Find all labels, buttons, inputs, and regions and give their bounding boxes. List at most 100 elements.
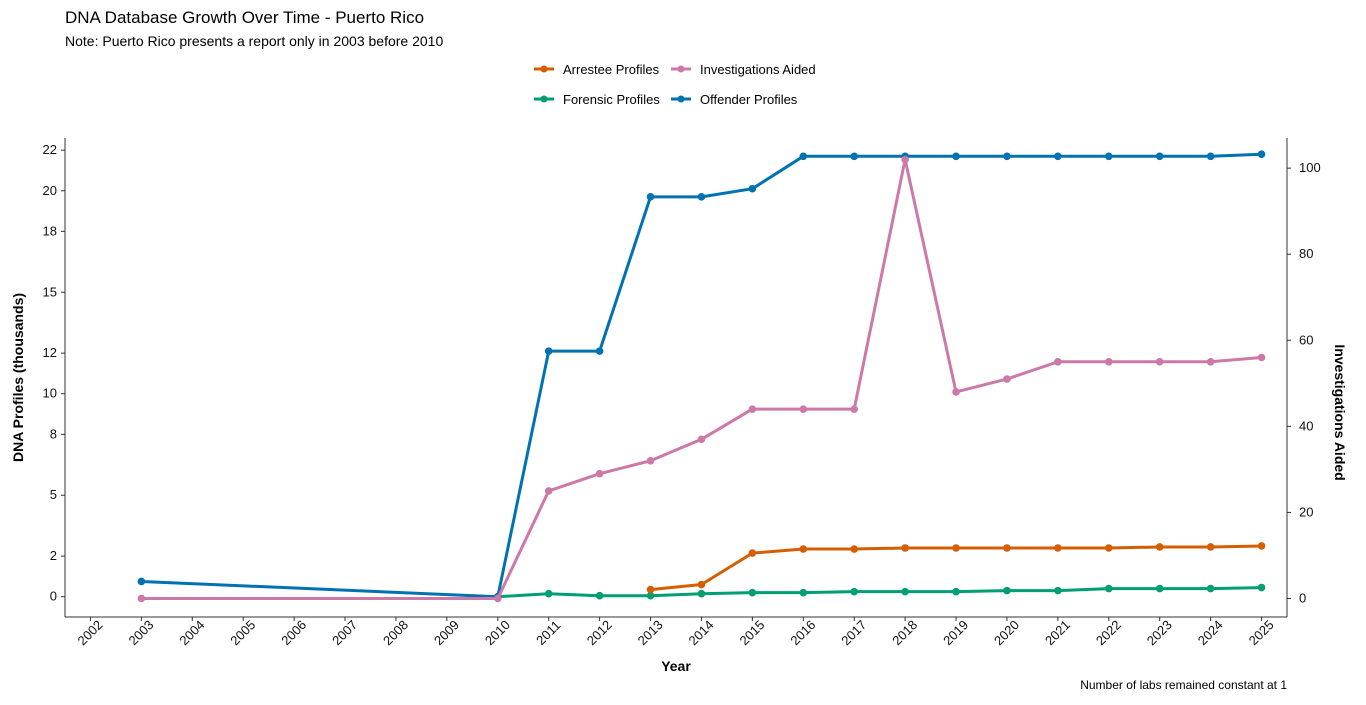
data-point-investigations-aided: [697, 435, 706, 444]
data-point-arrestee-profiles: [697, 580, 706, 589]
x-tick-label: 2016: [787, 617, 818, 648]
data-point-arrestee-profiles: [1104, 544, 1113, 552]
legend-swatch-offender: [671, 95, 691, 103]
data-point-investigations-aided: [1257, 353, 1266, 362]
data-point-forensic-profiles: [1003, 586, 1011, 595]
data-point-investigations-aided: [850, 405, 859, 413]
data-point-offender-profiles: [799, 152, 808, 161]
data-point-forensic-profiles: [850, 587, 859, 596]
data-point-offender-profiles: [1104, 152, 1113, 161]
y-right-tick-label: 80: [1299, 246, 1313, 261]
data-point-offender-profiles: [137, 577, 146, 586]
legend-swatch-investigations: [671, 65, 691, 73]
x-tick-label: 2004: [176, 617, 207, 648]
x-tick-label: 2020: [991, 617, 1022, 648]
data-point-offender-profiles: [697, 193, 706, 201]
series-line-offender-profiles: [139, 152, 1263, 599]
x-tick-label: 2002: [75, 617, 106, 648]
data-point-arrestee-profiles: [1155, 543, 1164, 551]
chart-title: DNA Database Growth Over Time - Puerto R…: [65, 8, 425, 27]
y-left-tick-label: 12: [43, 345, 57, 360]
data-point-investigations-aided: [544, 487, 553, 495]
y-axis-right-title: Investigations Aided: [1332, 344, 1348, 480]
legend-swatch-arrestee: [534, 65, 554, 73]
legend-swatch-forensic: [534, 95, 554, 103]
data-point-offender-profiles: [850, 152, 859, 161]
x-tick-label: 2011: [533, 617, 563, 647]
data-point-offender-profiles: [1054, 152, 1062, 161]
series-line-forensic-profiles: [496, 586, 1263, 599]
x-tick-label: 2018: [889, 617, 920, 648]
y-right-tick-label: 60: [1299, 332, 1313, 347]
legend-label-arrestee: Arrestee Profiles: [563, 61, 660, 77]
x-tick-label: 2003: [125, 617, 156, 648]
data-point-offender-profiles: [1257, 150, 1266, 159]
data-point-offender-profiles: [1003, 152, 1011, 161]
data-point-investigations-aided: [1054, 357, 1062, 366]
legend-item-arrestee: Arrestee Profiles: [533, 60, 659, 78]
x-tick-label: 2013: [635, 617, 666, 648]
data-point-forensic-profiles: [748, 588, 757, 597]
data-point-arrestee-profiles: [646, 585, 655, 594]
x-tick-label: 2012: [584, 617, 615, 648]
data-point-forensic-profiles: [901, 587, 909, 596]
y-right-tick-label: 0: [1299, 590, 1306, 605]
x-tick-label: 2010: [482, 617, 513, 648]
y-left-tick-label: 18: [43, 223, 57, 238]
y-right-tick-label: 20: [1299, 504, 1313, 519]
legend-item-offender: Offender Profiles: [670, 90, 797, 108]
y-left-tick-label: 15: [43, 284, 57, 299]
data-point-investigations-aided: [1104, 357, 1113, 366]
data-point-offender-profiles: [748, 184, 757, 193]
data-point-forensic-profiles: [1257, 583, 1266, 592]
data-point-arrestee-profiles: [1257, 542, 1266, 550]
data-point-arrestee-profiles: [799, 545, 808, 553]
data-point-offender-profiles: [952, 152, 960, 161]
data-point-forensic-profiles: [544, 589, 553, 598]
legend-label-offender: Offender Profiles: [700, 91, 798, 107]
data-point-investigations-aided: [646, 456, 655, 465]
data-point-arrestee-profiles: [901, 544, 909, 552]
data-point-offender-profiles: [544, 347, 553, 355]
data-point-arrestee-profiles: [850, 545, 859, 553]
x-tick-label: 2022: [1093, 617, 1124, 648]
data-point-forensic-profiles: [595, 591, 604, 600]
y-left-tick-label: 10: [43, 386, 57, 401]
y-left-tick-label: 20: [43, 183, 57, 198]
data-point-forensic-profiles: [799, 588, 808, 597]
data-point-arrestee-profiles: [1003, 544, 1011, 552]
data-point-forensic-profiles: [1054, 586, 1062, 595]
data-point-investigations-aided: [595, 469, 604, 478]
data-point-forensic-profiles: [1104, 584, 1113, 593]
x-tick-label: 2005: [227, 617, 258, 648]
x-tick-label: 2014: [686, 617, 717, 648]
y-axis-left-title: DNA Profiles (thousands): [10, 293, 26, 462]
data-point-forensic-profiles: [1155, 584, 1164, 593]
x-tick-label: 2008: [380, 617, 411, 648]
data-point-investigations-aided: [1155, 357, 1164, 366]
legend-label-forensic: Forensic Profiles: [563, 91, 660, 107]
data-point-offender-profiles: [1206, 152, 1215, 161]
data-point-forensic-profiles: [952, 587, 960, 596]
data-point-investigations-aided: [1003, 375, 1011, 383]
data-point-forensic-profiles: [646, 591, 655, 600]
x-tick-label: 2017: [838, 617, 869, 648]
data-point-investigations-aided: [493, 594, 502, 603]
data-point-arrestee-profiles: [1206, 543, 1215, 551]
data-point-offender-profiles: [1155, 152, 1164, 161]
x-tick-label: 2006: [278, 617, 309, 648]
y-left-tick-label: 0: [50, 589, 57, 604]
y-right-tick-label: 100: [1299, 160, 1321, 175]
data-point-investigations-aided: [799, 405, 808, 413]
data-point-forensic-profiles: [1206, 584, 1215, 593]
data-point-arrestee-profiles: [748, 549, 757, 557]
data-point-investigations-aided: [137, 594, 146, 603]
x-tick-label: 2024: [1195, 617, 1226, 648]
chart-caption: Number of labs remained constant at 1: [1080, 678, 1287, 692]
chart-subtitle: Note: Puerto Rico presents a report only…: [65, 33, 444, 49]
x-tick-label: 2025: [1246, 617, 1277, 648]
data-point-investigations-aided: [748, 405, 757, 413]
x-tick-label: 2019: [940, 617, 971, 648]
y-left-tick-label: 5: [50, 487, 57, 502]
